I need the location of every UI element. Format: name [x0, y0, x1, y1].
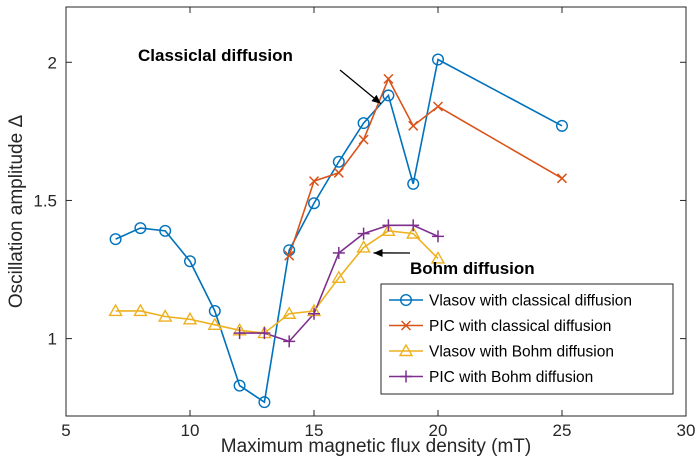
series-3-point — [332, 246, 345, 259]
series-3-point — [258, 327, 271, 340]
annotation-bohm: Bohm diffusion — [410, 259, 535, 278]
series-2-point — [133, 303, 148, 317]
series-3-point — [432, 230, 444, 243]
legend-entries: Vlasov with classical diffusion PIC with … — [389, 293, 632, 386]
series-2-point — [356, 240, 371, 253]
series-2-point — [108, 303, 123, 317]
series-0-point — [134, 222, 147, 235]
x-tick-label: 15 — [305, 421, 324, 440]
series-3-point — [357, 227, 370, 240]
series-3-point — [233, 327, 246, 340]
series-1-point — [284, 250, 295, 261]
series-1-point — [432, 101, 444, 112]
x-tick-label: 20 — [429, 421, 448, 440]
x-tick-label: 10 — [181, 421, 200, 440]
y-axis-title: Oscillation amplitude Δ — [6, 115, 27, 309]
x-tick-label: 25 — [553, 421, 572, 440]
x-tick-label: 5 — [61, 421, 70, 440]
series-0-point — [159, 224, 172, 237]
series-1-point — [383, 73, 394, 84]
series-2-point — [331, 270, 347, 284]
legend-label-1: PIC with classical diffusion — [429, 318, 611, 335]
series-3-point — [283, 335, 296, 348]
series-1-point — [308, 176, 320, 187]
legend-marker-0 — [400, 294, 413, 307]
annotation-arrowhead-bohm — [373, 248, 383, 257]
series-0-point — [183, 255, 196, 268]
annotation-classical: Classiclal diffusion — [138, 46, 293, 65]
x-axis-title: Maximum magnetic flux density (mT) — [221, 436, 531, 457]
series-0-point — [432, 53, 445, 66]
tick-labels: 5 10 15 20 25 30 1 1.5 2 — [33, 53, 695, 440]
series-2-point — [207, 317, 223, 331]
series-2-point — [381, 223, 396, 237]
legend-label-2: Vlasov with Bohm diffusion — [429, 344, 614, 361]
plot-markers — [108, 53, 569, 409]
series-1-point — [333, 167, 344, 178]
series-3-point — [407, 219, 420, 232]
series-2-point — [182, 311, 198, 325]
y-tick-label: 1 — [48, 330, 57, 349]
legend-box — [380, 283, 674, 395]
legend-marker-1 — [400, 320, 412, 331]
series-1-point — [556, 173, 568, 184]
series-0-point — [332, 155, 345, 168]
series-0-point — [382, 89, 395, 102]
legend-label-3: PIC with Bohm diffusion — [429, 369, 593, 386]
series-2-point — [157, 309, 173, 322]
series-0-point — [233, 379, 246, 392]
legend: Vlasov with classical diffusion PIC with … — [380, 283, 674, 395]
series-line-0 — [115, 58, 563, 404]
series-0-point — [308, 197, 321, 210]
annotation-arrowhead-classical — [371, 94, 381, 104]
series-3-point — [382, 219, 395, 232]
x-tick-label: 30 — [677, 421, 696, 440]
legend-marker-3 — [400, 370, 412, 383]
series-2-point — [281, 306, 297, 319]
series-0-point — [407, 177, 420, 190]
legend-marker-2 — [398, 343, 414, 357]
series-2-point — [430, 251, 446, 264]
series-0-point — [109, 233, 122, 246]
series-0-point — [556, 119, 569, 132]
series-0-point — [357, 117, 370, 130]
series-0-point — [258, 396, 271, 409]
series-1-point — [408, 120, 419, 131]
y-tick-label: 2 — [48, 53, 57, 72]
series-0-point — [208, 304, 221, 317]
series-2-point — [405, 226, 421, 239]
y-tick-label: 1.5 — [33, 191, 57, 210]
legend-label-0: Vlasov with classical diffusion — [429, 293, 632, 310]
plot-frame — [65, 6, 687, 417]
axis-ticks — [65, 7, 687, 416]
series-3-point — [308, 307, 320, 320]
series-1-point — [358, 134, 369, 145]
